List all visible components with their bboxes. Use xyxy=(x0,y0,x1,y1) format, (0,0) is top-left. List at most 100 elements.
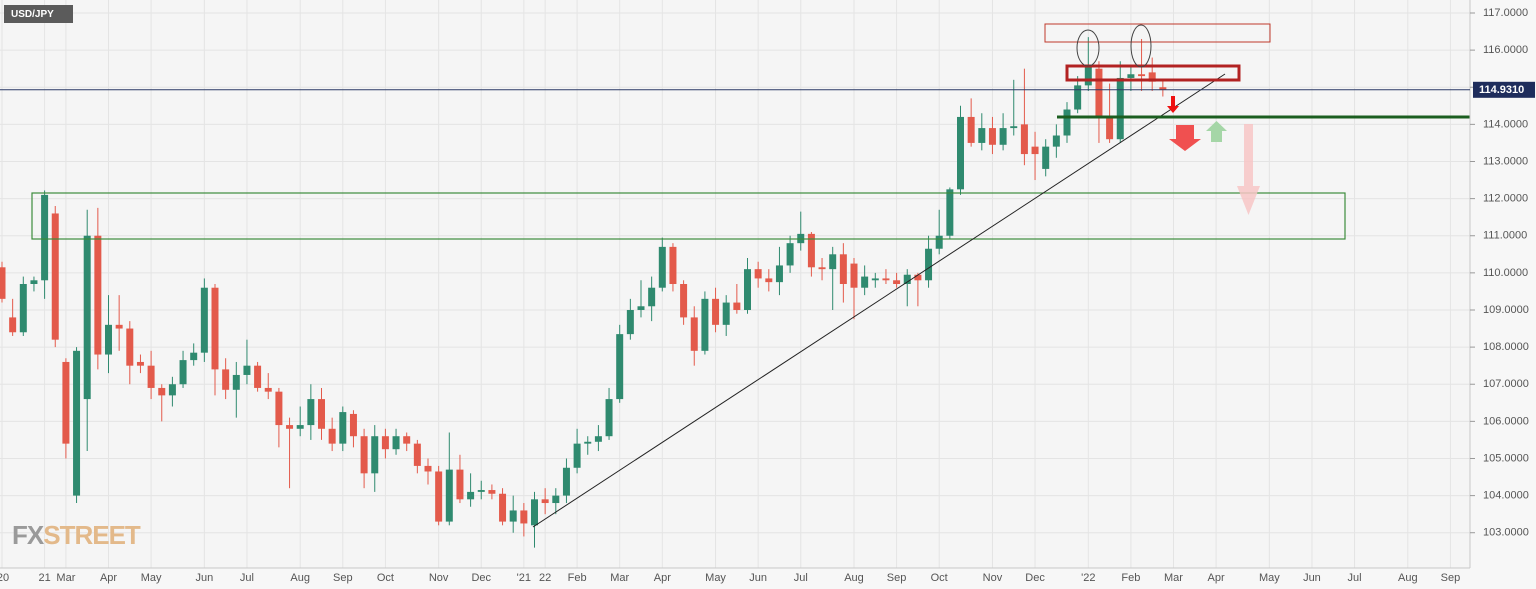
candle-body xyxy=(733,302,741,310)
candle-body xyxy=(626,309,634,335)
plot-area xyxy=(0,0,1470,568)
x-tick-label: Mar xyxy=(56,572,75,584)
candle-body xyxy=(509,510,517,522)
x-tick-label: Mar xyxy=(1164,572,1183,584)
candle-body xyxy=(871,278,879,281)
candle-body xyxy=(286,425,294,429)
x-tick-label: Nov xyxy=(983,572,1003,584)
x-tick-label: 22 xyxy=(539,572,551,584)
candle-body xyxy=(637,306,645,310)
candle-body xyxy=(30,280,38,284)
candle-body xyxy=(62,361,70,444)
candle-body xyxy=(158,387,166,396)
candle-body xyxy=(1148,72,1156,82)
candle-body xyxy=(658,246,666,288)
candle-body xyxy=(818,267,826,270)
candle-body xyxy=(264,387,272,392)
y-tick-label: 107.0000 xyxy=(1483,378,1529,390)
candle-body xyxy=(893,280,901,284)
candle-body xyxy=(584,441,592,444)
candle-body xyxy=(807,233,815,268)
x-tick-label: '20 xyxy=(0,572,9,584)
candle-body xyxy=(168,384,176,396)
grid xyxy=(0,0,1470,568)
x-tick-label: Apr xyxy=(1208,572,1225,584)
candle-body xyxy=(499,493,507,522)
candle-body xyxy=(403,436,411,444)
candle-body xyxy=(829,254,837,270)
y-tick-label: 110.0000 xyxy=(1483,267,1528,279)
candle-body xyxy=(1063,109,1071,136)
resistance-zone xyxy=(1044,23,1271,43)
x-tick-label: Feb xyxy=(568,572,587,584)
candle-body xyxy=(552,495,560,504)
x-tick-label: Jun xyxy=(1303,572,1321,584)
candle-body xyxy=(307,399,315,426)
candle-body xyxy=(1106,116,1114,140)
candle-body xyxy=(211,287,219,370)
x-tick-label: May xyxy=(1259,572,1280,584)
candle-body xyxy=(573,443,581,468)
down-arrow xyxy=(1167,96,1179,113)
candle-body xyxy=(744,269,751,310)
candle-body xyxy=(914,274,922,281)
symbol-tag: USD/JPY xyxy=(4,5,73,23)
candle-body xyxy=(83,235,91,400)
x-tick-label: Jun xyxy=(195,572,213,584)
candle-body xyxy=(882,278,890,281)
x-tick-label: Dec xyxy=(471,572,491,584)
candle-body xyxy=(775,265,783,283)
x-tick-label: Aug xyxy=(844,572,864,584)
candle-body xyxy=(94,235,102,355)
candle-body xyxy=(978,128,986,143)
x-tick-label: Jul xyxy=(240,572,254,584)
candle-body xyxy=(988,128,996,145)
candle-body xyxy=(190,352,198,361)
candle-body xyxy=(861,276,869,288)
top-marker xyxy=(1130,24,1152,68)
x-tick-label: Oct xyxy=(377,572,394,584)
candle-body xyxy=(296,425,304,429)
watermark-part: FX xyxy=(12,520,45,550)
candle-body xyxy=(1020,124,1028,155)
candle-body xyxy=(541,499,549,504)
candle-body xyxy=(1127,74,1135,78)
candle-body xyxy=(0,267,6,299)
x-tick-label: Feb xyxy=(1121,572,1140,584)
x-tick-label: Nov xyxy=(429,572,449,584)
candle-body xyxy=(222,369,230,390)
candle-body xyxy=(318,399,325,429)
candle-body xyxy=(392,436,400,450)
watermark: FXSTREET xyxy=(12,520,141,550)
y-tick-label: 116.0000 xyxy=(1483,44,1528,56)
x-tick-label: Jul xyxy=(1348,572,1362,584)
candle-body xyxy=(1084,66,1092,86)
y-tick-label: 104.0000 xyxy=(1483,490,1529,502)
y-tick-label: 105.0000 xyxy=(1483,452,1529,464)
candle-body xyxy=(946,189,954,236)
candle-body xyxy=(616,334,624,400)
candle-body xyxy=(594,436,602,442)
candle-body xyxy=(1052,135,1060,147)
candle-body xyxy=(701,298,709,351)
y-tick-label: 112.0000 xyxy=(1483,193,1528,205)
x-tick-label: Aug xyxy=(290,572,310,584)
watermark-part: STREET xyxy=(43,520,141,550)
candle-body xyxy=(786,243,794,266)
candle-body xyxy=(179,360,187,385)
top-marker xyxy=(1076,29,1100,67)
range-box xyxy=(1065,64,1241,82)
candle-body xyxy=(232,374,240,390)
candle-body xyxy=(754,269,762,279)
down-arrow xyxy=(1169,125,1201,151)
candle-body xyxy=(328,428,336,444)
candle-body xyxy=(115,324,123,329)
x-tick-label: '21 xyxy=(517,572,531,584)
last-price-label: 114.9310 xyxy=(1479,84,1524,96)
candle-body xyxy=(562,467,570,496)
x-tick-label: Mar xyxy=(610,572,629,584)
candle-body xyxy=(935,235,943,249)
candle-body xyxy=(850,263,858,288)
